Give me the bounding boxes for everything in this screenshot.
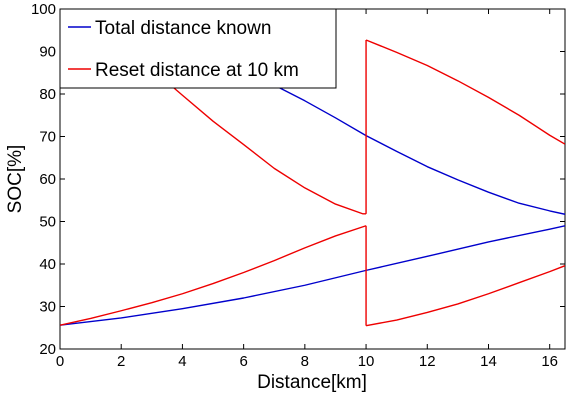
x-tick-label: 4 — [178, 353, 186, 370]
y-tick-label: 90 — [39, 44, 56, 61]
y-tick-label: 40 — [39, 256, 56, 273]
x-tick-label: 14 — [480, 353, 497, 370]
y-tick-label: 30 — [39, 299, 56, 316]
y-tick-label: 70 — [39, 129, 56, 146]
y-tick-label: 80 — [39, 86, 56, 103]
ticks-layer: 0 2 4 6 8 10 12 14 16 20 30 40 50 60 70 80 90 100 — [31, 1, 565, 370]
y-tick-label: 50 — [39, 214, 56, 231]
series-line-1 — [365, 39, 565, 145]
x-tick-label: 16 — [541, 353, 558, 370]
y-tick-label: 100 — [31, 1, 56, 18]
y-tick-label: 20 — [39, 341, 56, 358]
legend: Total distance known Reset distance at 1… — [59, 8, 337, 89]
legend-label-total-distance-known: Total distance known — [95, 18, 271, 39]
y-tick-label: 60 — [39, 171, 56, 188]
x-axis-title: Distance[km] — [257, 372, 367, 393]
x-tick-label: 6 — [239, 353, 247, 370]
x-tick-label: 8 — [301, 353, 309, 370]
x-tick-label: 12 — [419, 353, 436, 370]
x-tick-label: 10 — [358, 353, 375, 370]
series-line-1 — [365, 265, 565, 327]
y-axis-title: SOC[%] — [5, 145, 26, 214]
legend-box — [59, 8, 337, 89]
series-line-1 — [60, 225, 367, 326]
x-tick-label: 0 — [56, 353, 64, 370]
series-line-0 — [60, 225, 565, 326]
legend-label-reset-distance: Reset distance at 10 km — [95, 60, 299, 81]
x-tick-label: 2 — [117, 353, 125, 370]
